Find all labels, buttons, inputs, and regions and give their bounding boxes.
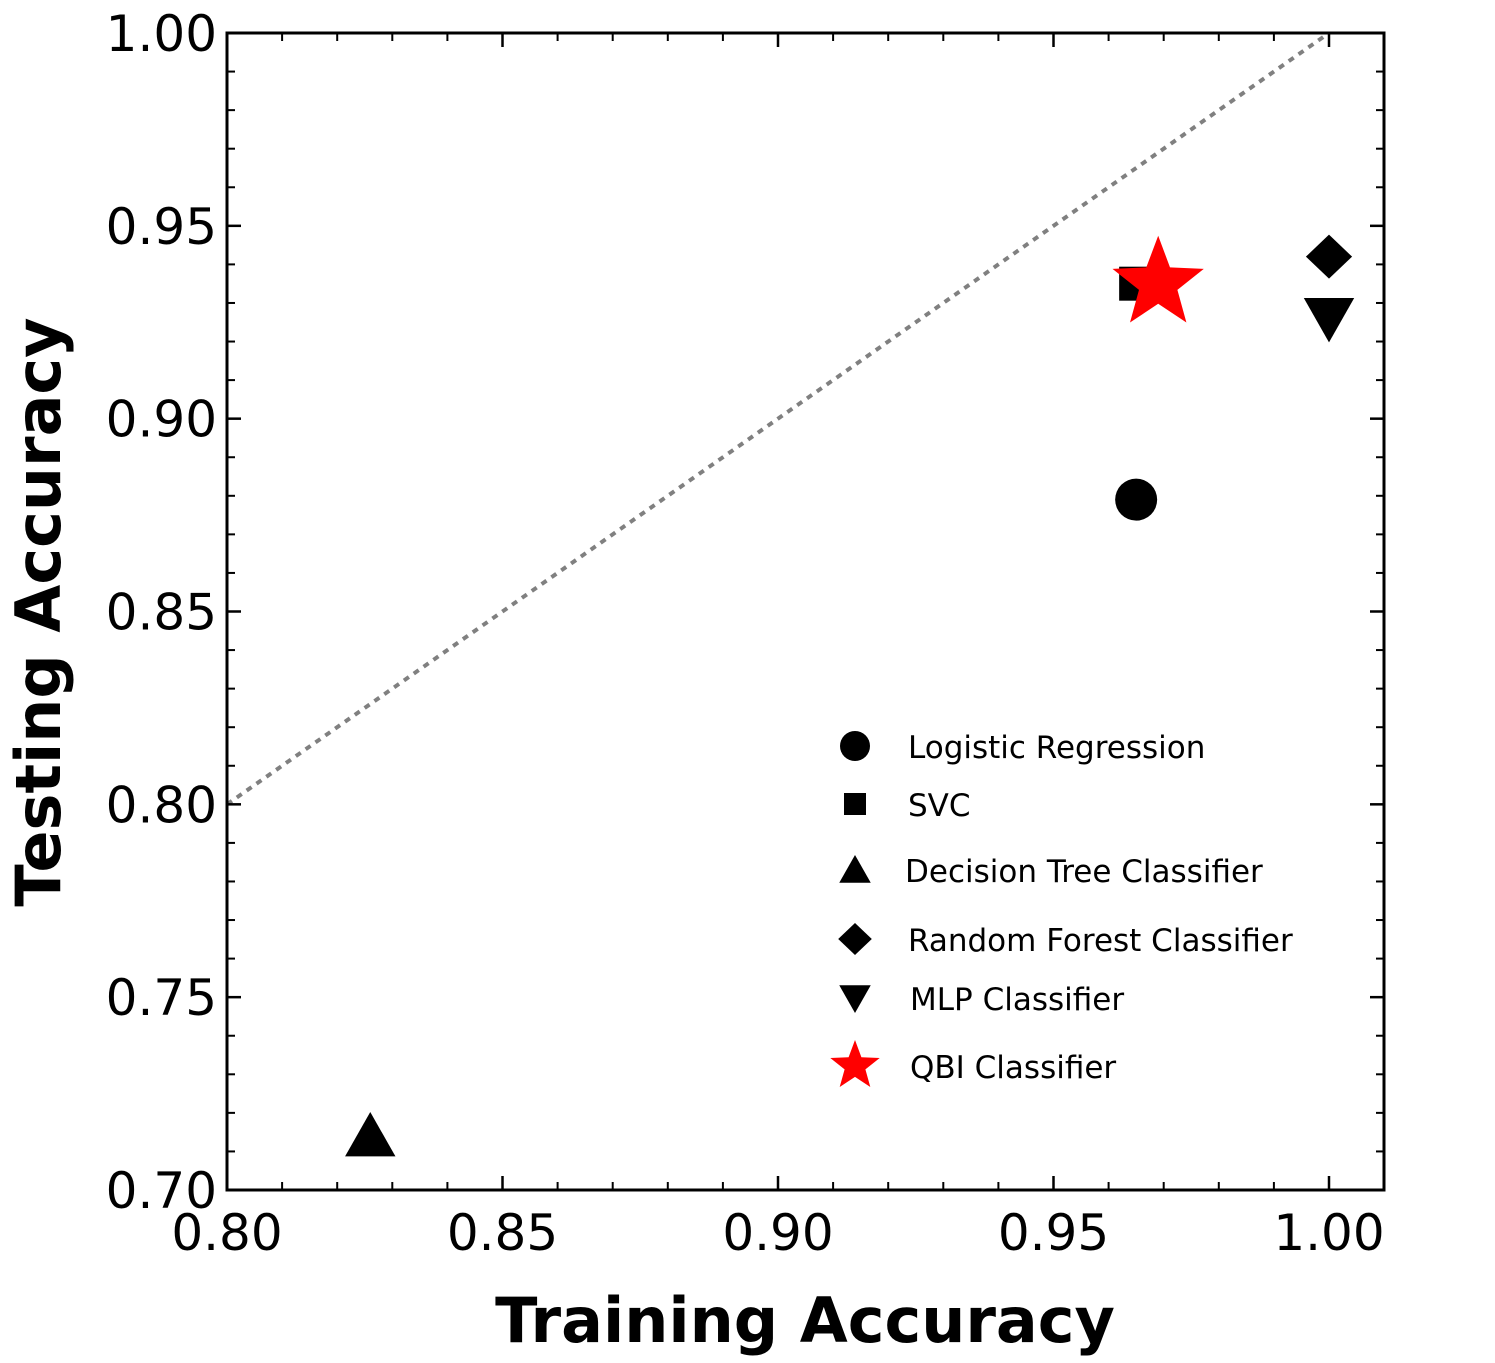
y-tick-label: 0.75 [106,969,217,1027]
legend-marker-random-forest-classifier [838,923,872,955]
legend-label: Decision Tree Classifier [905,854,1263,890]
y-axis-title: Testing Accuracy [2,317,75,906]
data-points [345,234,1355,1157]
y-tick-label: 0.80 [106,776,217,834]
x-tick-label: 0.90 [722,1204,833,1262]
x-tick-label: 1.00 [1273,1204,1384,1262]
legend-marker-svc [844,793,866,815]
reference-line [225,31,1331,806]
legend-label: Random Forest Classifier [908,923,1293,959]
y-tick-label: 0.95 [106,198,217,256]
data-point-random-forest-classifier [1305,234,1353,279]
y-tick-label: 0.70 [106,1162,217,1220]
y-tick-labels: 0.70 0.75 0.80 0.85 0.90 0.95 1.00 [106,5,217,1220]
data-point-logistic-regression [1115,478,1158,521]
x-tick-labels: 0.80 0.85 0.90 0.95 1.00 [171,1204,1384,1262]
x-axis-title: Training Accuracy [495,1284,1115,1357]
x-tick-label: 0.80 [171,1204,282,1262]
legend-marker-mlp-classifier [839,985,871,1013]
x-tick-label: 0.85 [447,1204,558,1262]
data-point-qbi-classifier [1112,235,1204,323]
legend-marker-logistic-regression [840,731,870,761]
y-tick-label: 1.00 [106,5,217,63]
reference-line-layer [225,31,1331,806]
legend-label: SVC [908,788,971,824]
y-tick-label: 0.90 [106,391,217,449]
legend-marker-decision-tree-classifier [839,855,871,883]
legend-label: MLP Classifier [910,982,1124,1018]
x-tick-label: 0.95 [998,1204,1109,1262]
legend: Logistic Regression SVC Decision Tree Clas… [830,730,1293,1087]
plot-frame [225,31,1386,1192]
legend-label: QBI Classifier [910,1050,1116,1086]
y-tick-label: 0.85 [106,584,217,642]
legend-label: Logistic Regression [908,730,1205,766]
axis-ticks [225,31,1384,1192]
data-point-decision-tree-classifier [345,1112,396,1157]
legend-marker-qbi-classifier [830,1040,880,1087]
data-point-mlp-classifier [1303,297,1355,343]
